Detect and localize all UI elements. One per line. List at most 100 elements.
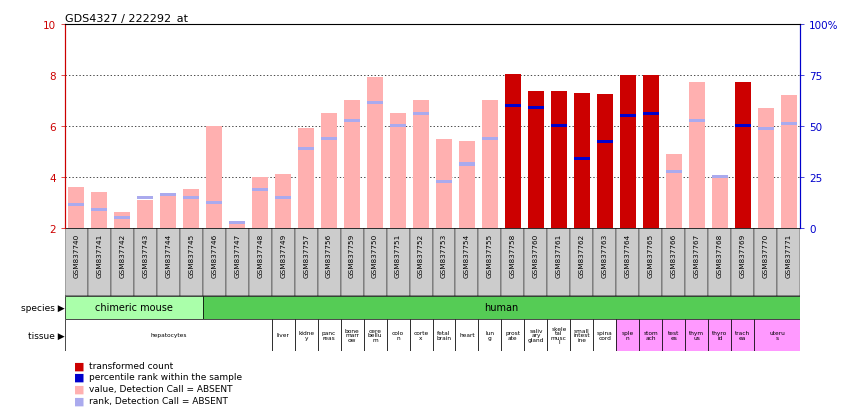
Bar — [295, 319, 317, 351]
Bar — [754, 319, 800, 351]
Bar — [731, 319, 754, 351]
Bar — [160, 194, 176, 197]
Text: thyro
id: thyro id — [712, 330, 727, 340]
Bar — [478, 228, 502, 296]
Bar — [524, 319, 548, 351]
Bar — [780, 122, 797, 126]
Bar — [275, 196, 292, 199]
Text: GSM837760: GSM837760 — [533, 234, 539, 278]
Bar — [663, 228, 685, 296]
Bar — [206, 126, 222, 228]
Bar — [344, 101, 360, 228]
Bar — [275, 175, 292, 228]
Bar — [298, 148, 314, 151]
Bar — [367, 102, 383, 105]
Bar — [754, 228, 777, 296]
Bar — [548, 228, 570, 296]
Bar — [436, 181, 452, 184]
Text: chimeric mouse: chimeric mouse — [95, 303, 173, 313]
Bar — [570, 228, 593, 296]
Text: kidne
y: kidne y — [298, 330, 314, 340]
Text: transformed count: transformed count — [89, 361, 173, 370]
Text: GSM837770: GSM837770 — [763, 234, 769, 278]
Text: GSM837758: GSM837758 — [510, 234, 516, 278]
Text: rank, Detection Call = ABSENT: rank, Detection Call = ABSENT — [89, 396, 228, 405]
Text: heart: heart — [459, 332, 475, 338]
Bar — [505, 104, 521, 108]
Text: test
es: test es — [668, 330, 679, 340]
Text: GSM837764: GSM837764 — [625, 234, 631, 278]
Bar — [666, 154, 682, 228]
Text: value, Detection Call = ABSENT: value, Detection Call = ABSENT — [89, 384, 233, 393]
Bar — [68, 188, 85, 228]
Text: GSM837753: GSM837753 — [441, 234, 447, 278]
Bar — [202, 296, 800, 319]
Bar — [272, 228, 295, 296]
Bar — [413, 112, 429, 115]
Bar — [643, 112, 659, 115]
Bar — [459, 142, 475, 228]
Bar — [88, 228, 111, 296]
Bar — [593, 228, 616, 296]
Text: GSM837746: GSM837746 — [211, 234, 217, 278]
Bar — [249, 228, 272, 296]
Text: colo
n: colo n — [392, 330, 404, 340]
Text: panc
reas: panc reas — [322, 330, 336, 340]
Bar — [758, 109, 773, 228]
Bar — [597, 95, 613, 228]
Bar — [295, 228, 317, 296]
Bar — [619, 76, 636, 228]
Bar — [685, 228, 708, 296]
Text: GSM837767: GSM837767 — [694, 234, 700, 278]
Bar — [432, 319, 456, 351]
Text: GSM837762: GSM837762 — [579, 234, 585, 278]
Bar — [252, 177, 268, 228]
Bar — [639, 319, 663, 351]
Bar — [413, 101, 429, 228]
Bar — [92, 209, 107, 212]
Text: stom
ach: stom ach — [644, 330, 658, 340]
Bar — [92, 192, 107, 228]
Bar — [478, 319, 502, 351]
Text: GSM837759: GSM837759 — [349, 234, 355, 278]
Bar — [502, 228, 524, 296]
Bar — [390, 125, 406, 128]
Bar — [436, 139, 452, 228]
Text: liver: liver — [277, 332, 290, 338]
Text: ■: ■ — [74, 372, 84, 382]
Text: human: human — [484, 303, 518, 313]
Bar — [65, 296, 202, 319]
Text: prost
ate: prost ate — [505, 330, 521, 340]
Bar — [114, 216, 131, 220]
Bar — [138, 196, 153, 199]
Bar — [409, 319, 432, 351]
Bar — [524, 228, 548, 296]
Bar — [432, 228, 456, 296]
Text: cere
bellu
m: cere bellu m — [368, 328, 382, 342]
Bar — [712, 177, 727, 228]
Bar — [202, 228, 226, 296]
Bar — [390, 114, 406, 228]
Text: GSM837766: GSM837766 — [670, 234, 676, 278]
Bar — [65, 228, 88, 296]
Bar — [272, 319, 295, 351]
Bar — [456, 319, 478, 351]
Bar — [134, 228, 157, 296]
Text: GSM837768: GSM837768 — [717, 234, 722, 278]
Bar — [409, 228, 432, 296]
Bar — [344, 120, 360, 123]
Text: GSM837747: GSM837747 — [234, 234, 240, 278]
Bar — [570, 319, 593, 351]
Text: species ▶: species ▶ — [22, 303, 65, 312]
Text: spina
cord: spina cord — [597, 330, 612, 340]
Bar — [160, 195, 176, 228]
Bar — [229, 223, 246, 228]
Text: GSM837743: GSM837743 — [143, 234, 148, 278]
Bar — [685, 319, 708, 351]
Bar — [226, 228, 249, 296]
Bar — [456, 228, 478, 296]
Bar — [317, 228, 341, 296]
Text: trach
ea: trach ea — [735, 330, 750, 340]
Text: GSM837751: GSM837751 — [395, 234, 401, 278]
Text: GSM837741: GSM837741 — [96, 234, 102, 278]
